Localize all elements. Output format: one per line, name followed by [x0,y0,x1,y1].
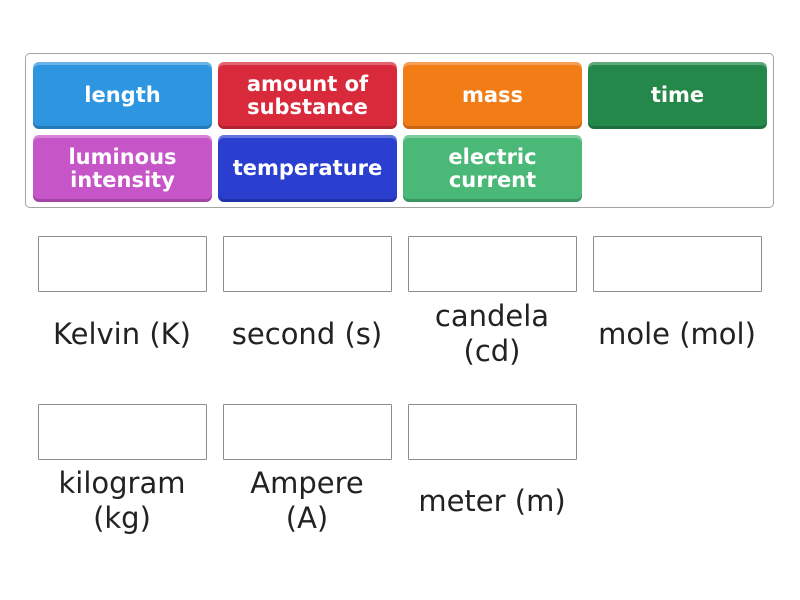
tile-time[interactable]: time [588,62,767,129]
unit-label-meter: meter (m) [418,483,566,518]
tile-luminous-intensity[interactable]: luminous intensity [33,135,212,202]
drop-box-mole[interactable] [593,236,762,292]
tile-amount-of-substance[interactable]: amount of substance [218,62,397,129]
tile-label: time [650,83,705,107]
drop-box-kilogram[interactable] [38,404,207,460]
tile-label: electric current [448,144,537,192]
unit-label-kelvin: Kelvin (K) [53,316,191,351]
drop-box-ampere[interactable] [223,404,392,460]
tile-label: amount of substance [246,71,369,119]
tile-label: mass [461,83,524,107]
tile-electric-current[interactable]: electric current [403,135,582,202]
unit-label-second: second (s) [231,316,383,351]
drop-box-meter[interactable] [408,404,577,460]
tile-label: temperature [232,156,383,180]
tile-temperature[interactable]: temperature [218,135,397,202]
tile-mass[interactable]: mass [403,62,582,129]
tile-length[interactable]: length [33,62,212,129]
unit-label-mole: mole (mol) [598,316,756,351]
unit-label-ampere: Ampere (A) [250,466,364,535]
drop-box-candela[interactable] [408,236,577,292]
drop-box-second[interactable] [223,236,392,292]
unit-label-candela: candela (cd) [434,299,550,368]
unit-label-kilogram: kilogram (kg) [58,466,186,535]
tile-label: luminous intensity [68,144,177,192]
tile-label: length [84,83,161,107]
drop-box-kelvin[interactable] [38,236,207,292]
